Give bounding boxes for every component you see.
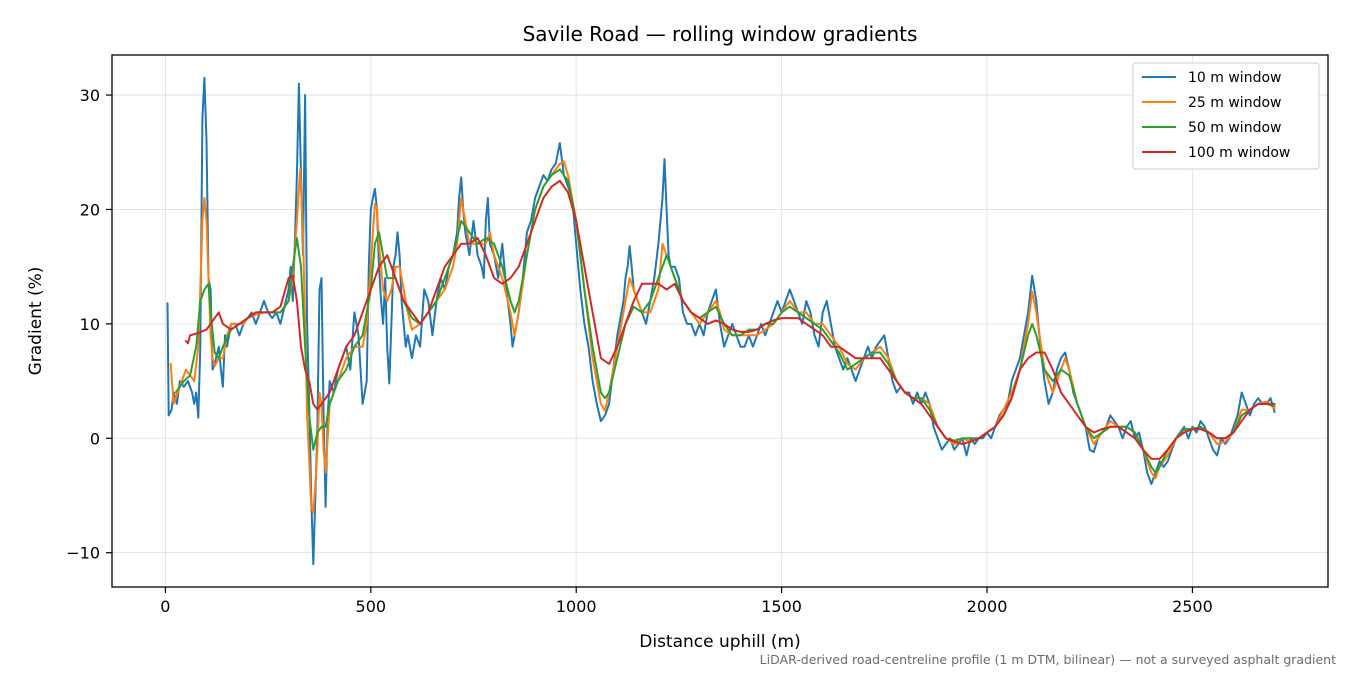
y-tick-label: 10 (80, 315, 100, 334)
x-axis: 0 500 1000 1500 2000 2500 (160, 587, 1213, 616)
x-tick-label: 500 (356, 597, 387, 616)
legend-label-100m: 100 m window (1188, 145, 1290, 161)
legend: 10 m window 25 m window 50 m window 100 … (1132, 62, 1320, 170)
plot-frame (111, 54, 1329, 588)
legend-label-10m: 10 m window (1188, 70, 1281, 86)
y-tick-label: −10 (66, 544, 100, 563)
x-tick-label: 2500 (1172, 597, 1213, 616)
x-tick-label: 0 (160, 597, 170, 616)
y-axis: −10 0 10 20 30 (66, 86, 112, 563)
series-line-4 (184, 179, 1276, 460)
legend-box (1132, 62, 1320, 170)
y-tick-label: 0 (90, 429, 100, 448)
y-axis-label: Gradient (%) (26, 267, 46, 376)
series-layer (166, 76, 1276, 566)
chart-title: Savile Road — rolling window gradients (523, 22, 918, 46)
x-tick-label: 1000 (556, 597, 597, 616)
x-tick-label: 2000 (967, 597, 1008, 616)
x-axis-label: Distance uphill (m) (639, 632, 800, 652)
y-tick-label: 20 (80, 200, 100, 219)
grid (112, 55, 1328, 587)
legend-label-25m: 25 m window (1188, 95, 1281, 111)
y-tick-label: 30 (80, 86, 100, 105)
x-tick-label: 1500 (761, 597, 802, 616)
series-line-3 (174, 168, 1276, 474)
footnote: LiDAR-derived road-centreline profile (1… (760, 652, 1336, 667)
legend-label-50m: 50 m window (1188, 120, 1281, 136)
